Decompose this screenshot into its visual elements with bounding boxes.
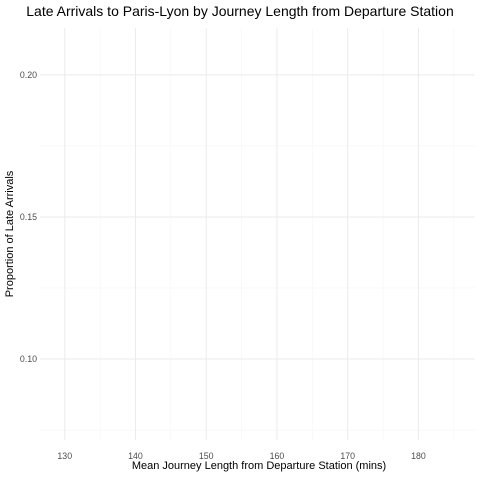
y-axis-title: Proportion of Late Arrivals [4, 170, 16, 298]
x-tick-label: 180 [411, 451, 426, 461]
chart-title: Late Arrivals to Paris-Lyon by Journey L… [26, 3, 454, 19]
x-tick-label: 140 [128, 451, 143, 461]
y-tick-label: 0.10 [20, 354, 37, 364]
x-tick-label: 150 [199, 451, 214, 461]
y-tick-label: 0.20 [20, 70, 37, 80]
y-tick-label: 0.15 [20, 212, 37, 222]
x-tick-label: 170 [340, 451, 355, 461]
x-tick-label: 130 [57, 451, 72, 461]
x-tick-label: 160 [270, 451, 285, 461]
x-axis-title: Mean Journey Length from Departure Stati… [131, 460, 387, 472]
